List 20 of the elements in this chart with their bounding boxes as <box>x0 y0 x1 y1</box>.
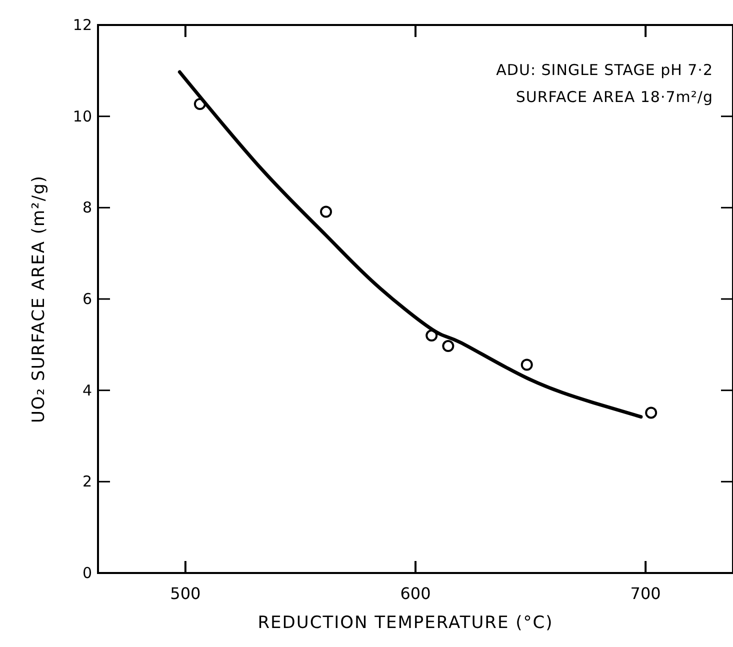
annotation: SURFACE AREA 18·7m²/g <box>516 88 713 106</box>
y-tick-label: 6 <box>82 290 92 308</box>
x-axis-title: REDUCTION TEMPERATURE (°C) <box>258 613 554 633</box>
y-tick-label: 2 <box>82 472 92 491</box>
y-tick-label: 4 <box>82 381 92 400</box>
x-tick-label: 700 <box>630 584 661 603</box>
point <box>426 330 438 342</box>
point <box>194 98 206 110</box>
y-axis-title: UO₂ SURFACE AREA (m²/g) <box>29 174 49 424</box>
y-tick-label: 8 <box>82 198 92 217</box>
point <box>645 406 658 419</box>
point <box>520 358 533 371</box>
y-tick-label: 10 <box>72 107 92 126</box>
y-tick-label: 12 <box>72 16 92 34</box>
x-tick-label: 600 <box>400 584 431 603</box>
point <box>442 340 454 352</box>
annotation: ADU: SINGLE STAGE pH 7·2 <box>496 61 713 79</box>
point <box>320 206 332 218</box>
x-tick-label: 500 <box>170 584 201 603</box>
y-tick-label: 0 <box>82 564 92 582</box>
